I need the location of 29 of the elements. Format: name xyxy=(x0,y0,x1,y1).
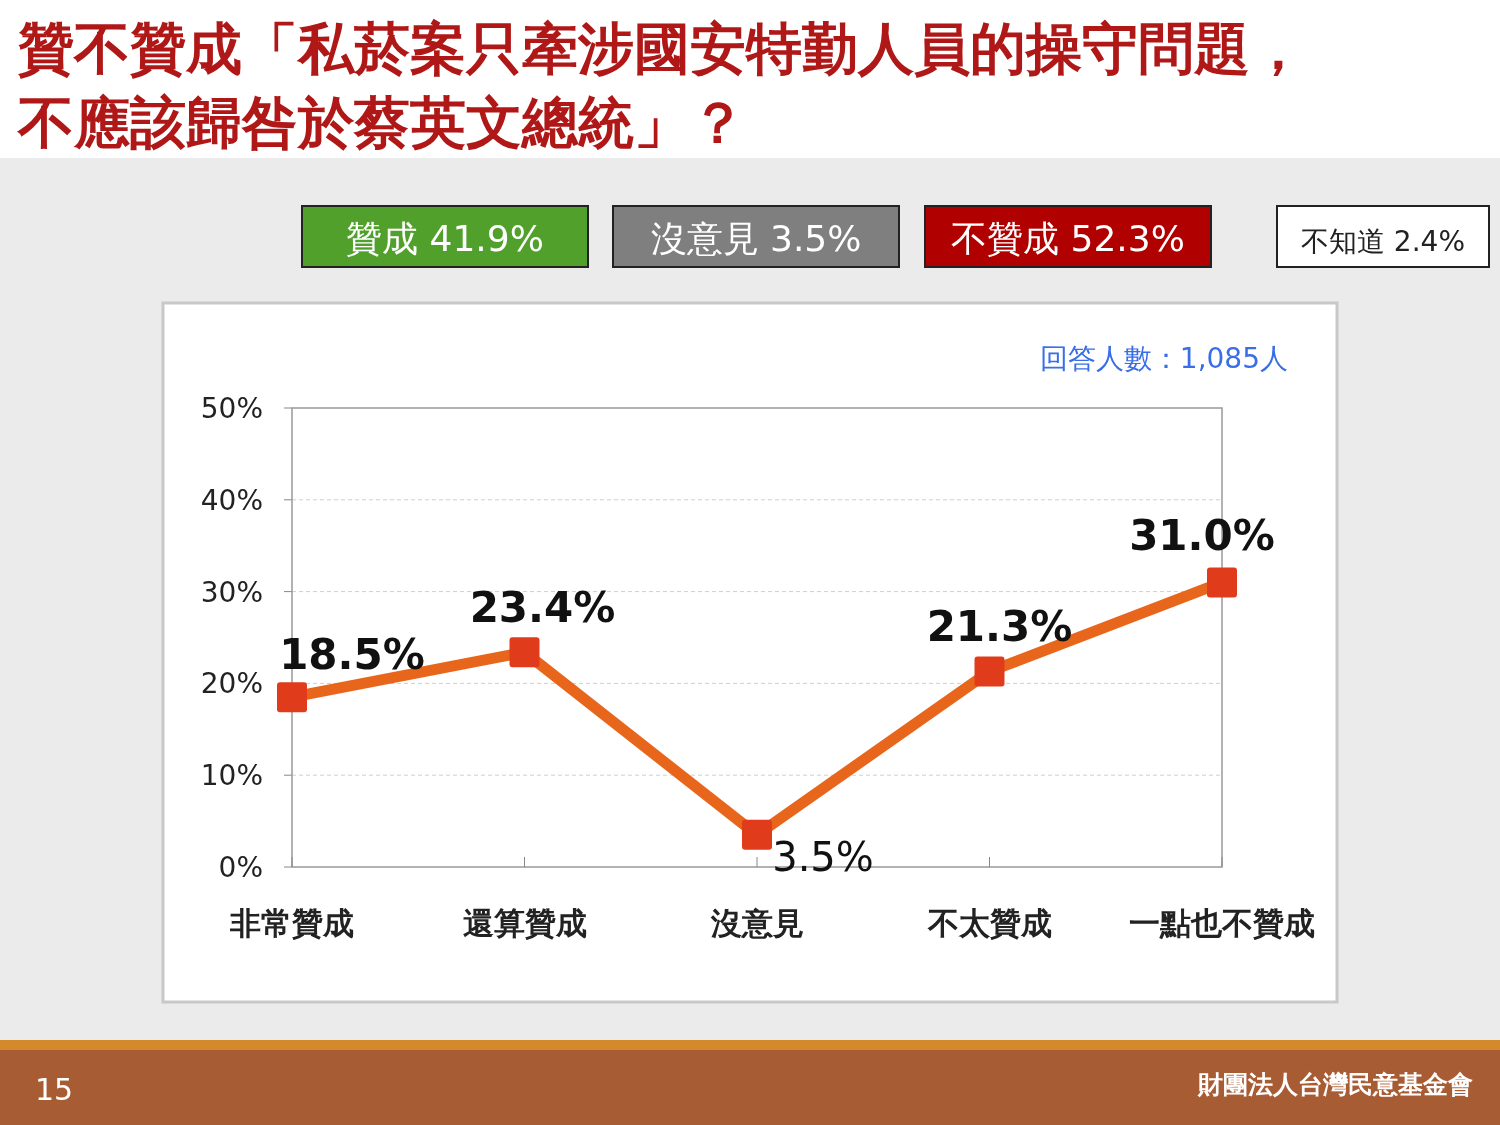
point xyxy=(1207,567,1237,598)
point xyxy=(742,819,772,850)
y-tick-label: 10% xyxy=(200,759,263,793)
y-tick-label: 0% xyxy=(218,851,263,884)
text: 回答人數：1,085人 xyxy=(1039,342,1288,375)
text: 財團法人台灣民意基金會 xyxy=(1197,1070,1473,1099)
data-label: 21.3% xyxy=(926,602,1073,652)
data-label: 31.0% xyxy=(1129,511,1275,561)
y-tick-label: 20% xyxy=(200,667,263,701)
text: 15 xyxy=(35,1072,74,1107)
point xyxy=(277,682,307,713)
text: 不贊成 52.3% xyxy=(951,218,1185,259)
x-tick-label: 不太贊成 xyxy=(926,905,1052,941)
x-tick-label: 還算贊成 xyxy=(462,905,587,941)
text: 贊成 41.9% xyxy=(346,218,544,259)
point xyxy=(509,637,540,668)
y-tick-label: 50% xyxy=(200,392,263,425)
data-label: 23.4% xyxy=(469,583,616,633)
x-tick-label: 一點也不贊成 xyxy=(1129,905,1315,941)
data-label: 18.5% xyxy=(279,630,425,680)
text: 沒意見 3.5% xyxy=(650,218,862,259)
y-tick-label: 30% xyxy=(200,575,263,609)
x-tick-label: 沒意見 xyxy=(709,905,804,941)
y-tick-label: 40% xyxy=(200,483,263,517)
data-label: 3.5% xyxy=(772,833,874,880)
chart-title: 贊不贊成「私菸案只牽涉國安特勤人員的操守問題，不應該歸咎於蔡英文總統」？ xyxy=(16,16,1306,155)
point xyxy=(974,656,1005,687)
x-tick-label: 非常贊成 xyxy=(229,905,354,941)
text: 不知道 2.4% xyxy=(1300,225,1466,258)
